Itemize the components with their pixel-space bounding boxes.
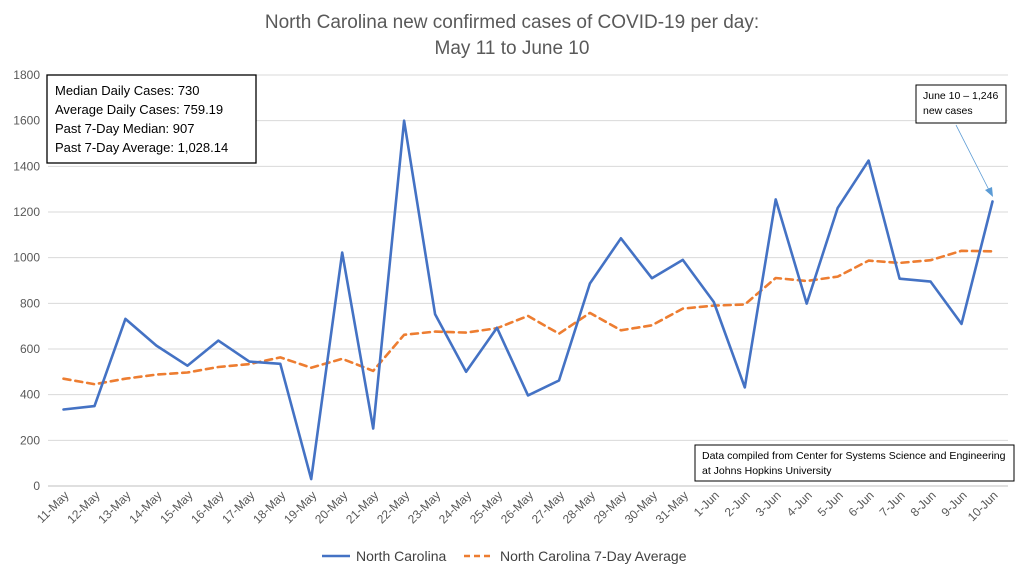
x-tick-label: 28-May xyxy=(560,488,598,526)
y-tick-label: 800 xyxy=(20,296,40,310)
annotation-arrow-line xyxy=(955,124,991,193)
stats-box: Median Daily Cases: 730 Average Daily Ca… xyxy=(46,74,257,164)
x-tick-label: 3-Jun xyxy=(753,488,784,519)
source-note-line2: at Johns Hopkins University xyxy=(702,465,832,477)
y-axis-ticks: 0 200 400 600 800 1000 1200 1400 1600 1800 xyxy=(13,68,40,493)
x-tick-label: 5-Jun xyxy=(815,488,846,519)
x-tick-label: 11-May xyxy=(34,488,72,526)
x-tick-label: 30-May xyxy=(622,488,660,526)
annotation-arrowhead xyxy=(985,187,993,197)
stats-median-daily: Median Daily Cases: 730 xyxy=(55,83,200,98)
x-tick-label: 4-Jun xyxy=(784,488,815,519)
x-tick-label: 27-May xyxy=(529,488,567,526)
legend-label-north-carolina: North Carolina xyxy=(356,548,446,564)
x-tick-label: 31-May xyxy=(653,488,691,526)
x-tick-label: 10-Jun xyxy=(965,488,1001,524)
x-tick-label: 12-May xyxy=(64,488,102,526)
y-tick-label: 1800 xyxy=(13,68,40,82)
y-tick-label: 1000 xyxy=(13,251,40,265)
stats-average-daily: Average Daily Cases: 759.19 xyxy=(55,102,223,117)
x-tick-label: 17-May xyxy=(219,488,257,526)
x-axis-ticks: 11-May12-May13-May14-May15-May16-May17-M… xyxy=(34,488,1001,526)
x-tick-label: 14-May xyxy=(126,488,164,526)
x-tick-label: 23-May xyxy=(405,488,443,526)
annotation-box: June 10 – 1,246 new cases xyxy=(915,84,1007,197)
x-tick-label: 21-May xyxy=(343,488,381,526)
x-tick-label: 1-Jun xyxy=(691,488,722,519)
x-tick-label: 7-Jun xyxy=(877,488,908,519)
x-tick-label: 18-May xyxy=(250,488,288,526)
x-tick-label: 22-May xyxy=(374,488,412,526)
chart-title-line1: North Carolina new confirmed cases of CO… xyxy=(265,12,759,33)
annotation-line2: new cases xyxy=(923,105,973,117)
annotation-line1: June 10 – 1,246 xyxy=(923,90,998,102)
y-tick-label: 0 xyxy=(33,479,40,493)
y-tick-label: 1200 xyxy=(13,205,40,219)
series-lines xyxy=(62,119,994,481)
y-tick-label: 200 xyxy=(20,433,40,447)
y-tick-label: 1600 xyxy=(13,114,40,128)
series-line-north-carolina xyxy=(62,119,994,481)
x-tick-label: 19-May xyxy=(281,488,319,526)
x-tick-label: 13-May xyxy=(95,488,133,526)
source-note-line1: Data compiled from Center for Systems Sc… xyxy=(702,450,1006,462)
y-tick-label: 400 xyxy=(20,388,40,402)
legend: North Carolina North Carolina 7-Day Aver… xyxy=(322,548,687,564)
x-tick-label: 20-May xyxy=(312,488,350,526)
x-tick-label: 25-May xyxy=(467,488,505,526)
x-tick-label: 26-May xyxy=(498,488,536,526)
x-tick-label: 8-Jun xyxy=(908,488,939,519)
y-tick-label: 600 xyxy=(20,342,40,356)
stats-7day-median: Past 7-Day Median: 907 xyxy=(55,121,194,136)
legend-label-7day-average: North Carolina 7-Day Average xyxy=(500,548,687,564)
x-tick-label: 2-Jun xyxy=(722,488,753,519)
x-tick-label: 6-Jun xyxy=(846,488,877,519)
stats-7day-average: Past 7-Day Average: 1,028.14 xyxy=(55,140,228,155)
source-note-box: Data compiled from Center for Systems Sc… xyxy=(694,444,1015,482)
series-line-7day-average xyxy=(62,249,994,386)
x-tick-label: 15-May xyxy=(157,488,195,526)
x-tick-label: 29-May xyxy=(591,488,629,526)
x-tick-label: 16-May xyxy=(188,488,226,526)
chart-title-line2: May 11 to June 10 xyxy=(435,38,590,59)
x-tick-label: 24-May xyxy=(436,488,474,526)
y-tick-label: 1400 xyxy=(13,159,40,173)
